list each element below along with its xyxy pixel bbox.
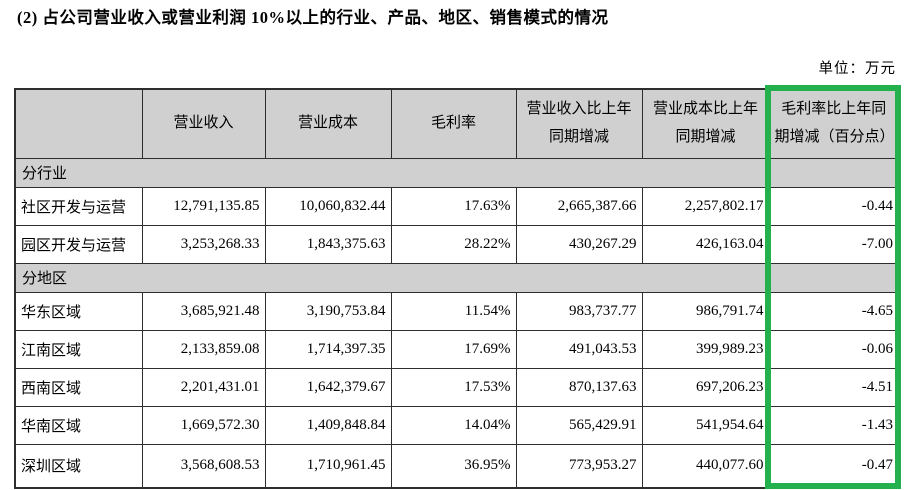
cell-revenue-yoy: 491,043.53 (515, 329, 643, 369)
cell-cost-yoy: 697,206.23 (641, 367, 770, 407)
cell-margin-yoy: -1.43 (768, 405, 900, 445)
cell-revenue: 12,791,135.85 (141, 186, 266, 226)
table-row: 社区开发与运营 12,791,135.85 10,060,832.44 17.6… (14, 186, 900, 226)
cell-margin-yoy: -0.06 (768, 329, 900, 369)
section-label: 分行业 (14, 157, 900, 188)
cell-revenue: 2,201,431.01 (141, 367, 266, 407)
unit-label: 单位：万元 (818, 61, 896, 77)
row-label: 园区开发与运营 (14, 224, 143, 264)
cell-cost-yoy: 399,989.23 (641, 329, 770, 369)
cell-margin: 17.63% (390, 186, 517, 226)
cell-margin-yoy: -4.65 (768, 291, 900, 331)
table-row: 西南区域 2,201,431.01 1,642,379.67 17.53% 87… (14, 367, 900, 407)
financial-table: 营业收入 营业成本 毛利率 营业收入比上年同期增减 营业成本比上年同期增减 毛利… (14, 88, 900, 489)
cell-revenue: 2,133,859.08 (141, 329, 266, 369)
cell-margin-yoy: -0.44 (768, 186, 900, 226)
cell-cost-yoy: 2,257,802.17 (641, 186, 770, 226)
table-row: 深圳区域 3,568,608.53 1,710,961.45 36.95% 77… (14, 443, 900, 489)
cell-margin-yoy: -0.47 (768, 443, 900, 489)
cell-margin: 17.53% (390, 367, 517, 407)
cell-cost: 1,710,961.45 (264, 443, 392, 489)
section-label: 分地区 (14, 262, 900, 293)
cell-cost: 10,060,832.44 (264, 186, 392, 226)
header-blank (14, 88, 143, 159)
cell-revenue: 1,669,572.30 (141, 405, 266, 445)
cell-cost: 3,190,753.84 (264, 291, 392, 331)
cell-revenue: 3,568,608.53 (141, 443, 266, 489)
section-row-region: 分地区 (14, 262, 900, 293)
header-cost: 营业成本 (264, 88, 392, 159)
cell-revenue: 3,253,268.33 (141, 224, 266, 264)
row-label: 社区开发与运营 (14, 186, 143, 226)
cell-revenue-yoy: 870,137.63 (515, 367, 643, 407)
table-row: 园区开发与运营 3,253,268.33 1,843,375.63 28.22%… (14, 224, 900, 264)
cell-revenue-yoy: 983,737.77 (515, 291, 643, 331)
cell-cost-yoy: 986,791.74 (641, 291, 770, 331)
cell-cost-yoy: 440,077.60 (641, 443, 770, 489)
cell-margin: 36.95% (390, 443, 517, 489)
table-row: 华南区域 1,669,572.30 1,409,848.84 14.04% 56… (14, 405, 900, 445)
row-label: 华东区域 (14, 291, 143, 331)
row-label: 西南区域 (14, 367, 143, 407)
header-revenue: 营业收入 (141, 88, 266, 159)
header-cost-yoy: 营业成本比上年同期增减 (641, 88, 770, 159)
cell-margin: 28.22% (390, 224, 517, 264)
cell-cost: 1,714,397.35 (264, 329, 392, 369)
section-row-industry: 分行业 (14, 157, 900, 188)
cell-revenue-yoy: 773,953.27 (515, 443, 643, 489)
header-margin-yoy: 毛利率比上年同期增减（百分点） (768, 88, 900, 159)
cell-cost: 1,409,848.84 (264, 405, 392, 445)
row-label: 江南区域 (14, 329, 143, 369)
cell-cost-yoy: 541,954.64 (641, 405, 770, 445)
cell-margin: 11.54% (390, 291, 517, 331)
table-row: 华东区域 3,685,921.48 3,190,753.84 11.54% 98… (14, 291, 900, 331)
cell-cost: 1,642,379.67 (264, 367, 392, 407)
cell-margin-yoy: -4.51 (768, 367, 900, 407)
cell-margin-yoy: -7.00 (768, 224, 900, 264)
cell-cost: 1,843,375.63 (264, 224, 392, 264)
row-label: 深圳区域 (14, 443, 143, 489)
cell-revenue-yoy: 565,429.91 (515, 405, 643, 445)
row-label: 华南区域 (14, 405, 143, 445)
cell-revenue: 3,685,921.48 (141, 291, 266, 331)
cell-margin: 17.69% (390, 329, 517, 369)
cell-margin: 14.04% (390, 405, 517, 445)
header-gross-margin: 毛利率 (390, 88, 517, 159)
header-revenue-yoy: 营业收入比上年同期增减 (515, 88, 643, 159)
cell-cost-yoy: 426,163.04 (641, 224, 770, 264)
table-row: 江南区域 2,133,859.08 1,714,397.35 17.69% 49… (14, 329, 900, 369)
cell-revenue-yoy: 430,267.29 (515, 224, 643, 264)
cell-revenue-yoy: 2,665,387.66 (515, 186, 643, 226)
table-header-row: 营业收入 营业成本 毛利率 营业收入比上年同期增减 营业成本比上年同期增减 毛利… (14, 88, 900, 159)
section-title: (2) 占公司营业收入或营业利润 10%以上的行业、产品、地区、销售模式的情况 (17, 8, 609, 27)
